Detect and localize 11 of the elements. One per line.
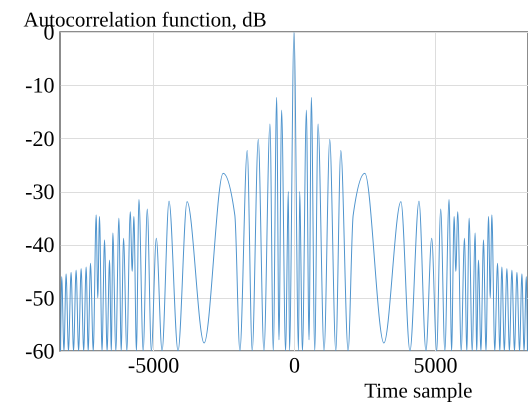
x-axis-title: Time sample — [364, 378, 472, 402]
line-series — [60, 32, 528, 351]
y-tick-label: -60 — [25, 338, 54, 364]
x-tick-label: 5000 — [413, 352, 458, 378]
y-tick-label: -40 — [25, 232, 54, 258]
y-tick-label: -20 — [25, 126, 54, 151]
y-tick-label: -30 — [25, 179, 54, 204]
y-tick-label: -10 — [25, 72, 54, 98]
x-tick-label: -5000 — [128, 352, 180, 378]
y-tick-label: -50 — [25, 285, 54, 310]
x-tick-label: 0 — [289, 352, 300, 378]
